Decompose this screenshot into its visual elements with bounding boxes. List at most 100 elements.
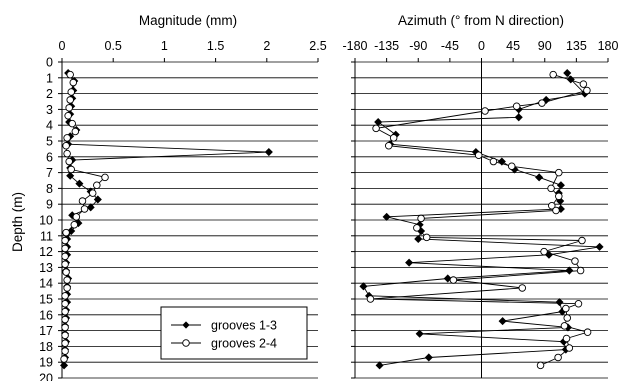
magnitude-point-grooves-2-4 [78, 197, 87, 205]
legend-marker-circle [182, 339, 190, 347]
azimuth-point-grooves-2-4 [576, 266, 585, 275]
magnitude-x-tick-label: 2 [263, 39, 270, 53]
azimuth-point-grooves-1-3 [498, 317, 507, 326]
depth-tick-label: 1 [46, 71, 53, 85]
magnitude-x-tick-label: 1.5 [207, 39, 224, 53]
azimuth-point-grooves-2-4 [560, 322, 569, 330]
azimuth-point-grooves-2-4 [538, 99, 546, 107]
azimuth-point-grooves-1-3 [542, 95, 551, 104]
azimuth-point-grooves-2-4 [384, 141, 393, 150]
depth-tick-label: 11 [40, 229, 53, 243]
depth-tick-label: 19 [39, 356, 53, 370]
azimuth-point-grooves-2-4 [548, 202, 556, 210]
azimuth-point-grooves-2-4 [413, 224, 421, 232]
azimuth-point-grooves-2-4 [579, 80, 588, 88]
azimuth-point-grooves-2-4 [489, 157, 498, 166]
depth-axis-label: Depth (m) [10, 192, 25, 252]
depth-tick-label: 4 [46, 119, 53, 133]
depth-tick-label: 2 [46, 87, 53, 101]
legend-marker-diamond [182, 321, 190, 329]
magnitude-point-grooves-2-4 [63, 134, 71, 142]
magnitude-point-grooves-2-4 [61, 339, 69, 347]
magnitude-x-tick-label: 1 [161, 39, 168, 53]
depth-tick-label: 0 [46, 56, 53, 70]
magnitude-panel: Magnitude (mm) Depth (m) 0 0.5 1 1.5 2 2.5012… [10, 13, 327, 386]
azimuth-point-grooves-2-4 [540, 247, 548, 256]
azimuth-point-grooves-2-4 [555, 168, 563, 177]
azimuth-point-grooves-2-4 [562, 304, 570, 313]
azimuth-point-grooves-1-3 [374, 118, 383, 127]
azimuth-point-grooves-1-3 [556, 181, 565, 190]
azimuth-point-grooves-2-4 [417, 214, 425, 223]
azimuth-point-grooves-2-4 [512, 102, 521, 110]
magnitude-point-grooves-2-4 [72, 213, 81, 221]
magnitude-point-grooves-2-4 [68, 119, 76, 128]
magnitude-point-grooves-2-4 [62, 228, 70, 237]
legend: grooves 1-3 grooves 2-4 [160, 306, 308, 360]
depth-tick-label: 3 [46, 103, 53, 117]
magnitude-title: Magnitude (mm) [139, 13, 237, 28]
azimuth-point-grooves-2-4 [554, 353, 562, 362]
azimuth-x-tick-label: 45 [506, 39, 520, 53]
magnitude-point-grooves-2-4 [61, 292, 69, 300]
azimuth-point-grooves-2-4 [518, 284, 527, 292]
magnitude-point-grooves-2-4 [65, 104, 73, 112]
legend-box [160, 306, 308, 360]
depth-tick-label: 18 [39, 340, 53, 354]
magnitude-point-grooves-2-4 [63, 276, 71, 284]
azimuth-point-grooves-2-4 [565, 344, 574, 352]
azimuth-point-grooves-1-3 [595, 242, 604, 251]
magnitude-point-grooves-2-4 [88, 189, 97, 197]
depth-tick-label: 13 [39, 261, 53, 275]
depth-tick-label: 8 [46, 182, 53, 196]
magnitude-point-grooves-1-3 [66, 171, 75, 180]
azimuth-point-grooves-1-3 [535, 173, 544, 182]
azimuth-point-grooves-1-3 [375, 361, 384, 370]
azimuth-x-tick-label: 180 [598, 39, 619, 53]
depth-tick-label: 14 [39, 277, 53, 291]
azimuth-x-tick-label: -180 [342, 39, 367, 53]
azimuth-point-grooves-1-3 [424, 353, 433, 362]
magnitude-point-grooves-2-4 [64, 111, 72, 120]
magnitude-point-grooves-2-4 [63, 284, 71, 292]
depth-tick-label: 9 [46, 198, 53, 212]
magnitude-point-grooves-2-4 [62, 141, 70, 150]
azimuth-point-grooves-2-4 [574, 299, 583, 308]
magnitude-point-grooves-1-3 [93, 195, 102, 204]
azimuth-point-grooves-1-3 [414, 234, 423, 243]
magnitude-point-grooves-2-4 [80, 205, 89, 213]
magnitude-point-grooves-2-4 [61, 307, 69, 316]
magnitude-point-grooves-2-4 [60, 355, 68, 363]
azimuth-point-grooves-1-3 [563, 69, 572, 78]
azimuth-point-grooves-2-4 [372, 124, 380, 133]
azimuth-point-grooves-2-4 [583, 86, 591, 95]
depth-tick-label: 20 [39, 372, 53, 382]
azimuth-point-grooves-2-4 [507, 162, 516, 171]
azimuth-point-grooves-2-4 [562, 334, 571, 343]
azimuth-point-grooves-2-4 [449, 276, 458, 284]
azimuth-point-grooves-2-4 [583, 328, 592, 336]
magnitude-point-grooves-2-4 [61, 315, 69, 324]
depth-tick-label: 6 [46, 150, 53, 164]
magnitude-point-grooves-1-3 [264, 148, 273, 157]
azimuth-x-tick-label: 135 [566, 39, 587, 53]
depth-tick-label: 15 [39, 293, 53, 307]
depth-tick-label: 17 [39, 324, 53, 338]
azimuth-point-grooves-1-3 [565, 266, 574, 275]
azimuth-x-tick-label: -90 [409, 39, 427, 53]
azimuth-point-grooves-2-4 [536, 361, 545, 370]
azimuth-point-grooves-2-4 [555, 192, 563, 201]
depth-tick-label: 7 [46, 166, 53, 180]
azimuth-x-tick-label: 90 [538, 39, 552, 53]
magnitude-x-tick-label: 0.5 [105, 39, 122, 53]
azimuth-point-grooves-2-4 [422, 233, 431, 242]
magnitude-point-grooves-2-4 [69, 78, 78, 87]
magnitude-point-grooves-2-4 [61, 244, 69, 253]
azimuth-point-grooves-1-3 [514, 113, 523, 122]
azimuth-x-tick-label: -135 [374, 39, 399, 53]
azimuth-panel: Azimuth (° from N direction) -180 -135 -90… [342, 13, 619, 379]
legend-label: grooves 2-4 [211, 337, 277, 351]
azimuth-point-grooves-1-3 [405, 258, 414, 267]
magnitude-point-grooves-2-4 [61, 252, 69, 261]
magnitude-point-grooves-2-4 [71, 127, 80, 136]
